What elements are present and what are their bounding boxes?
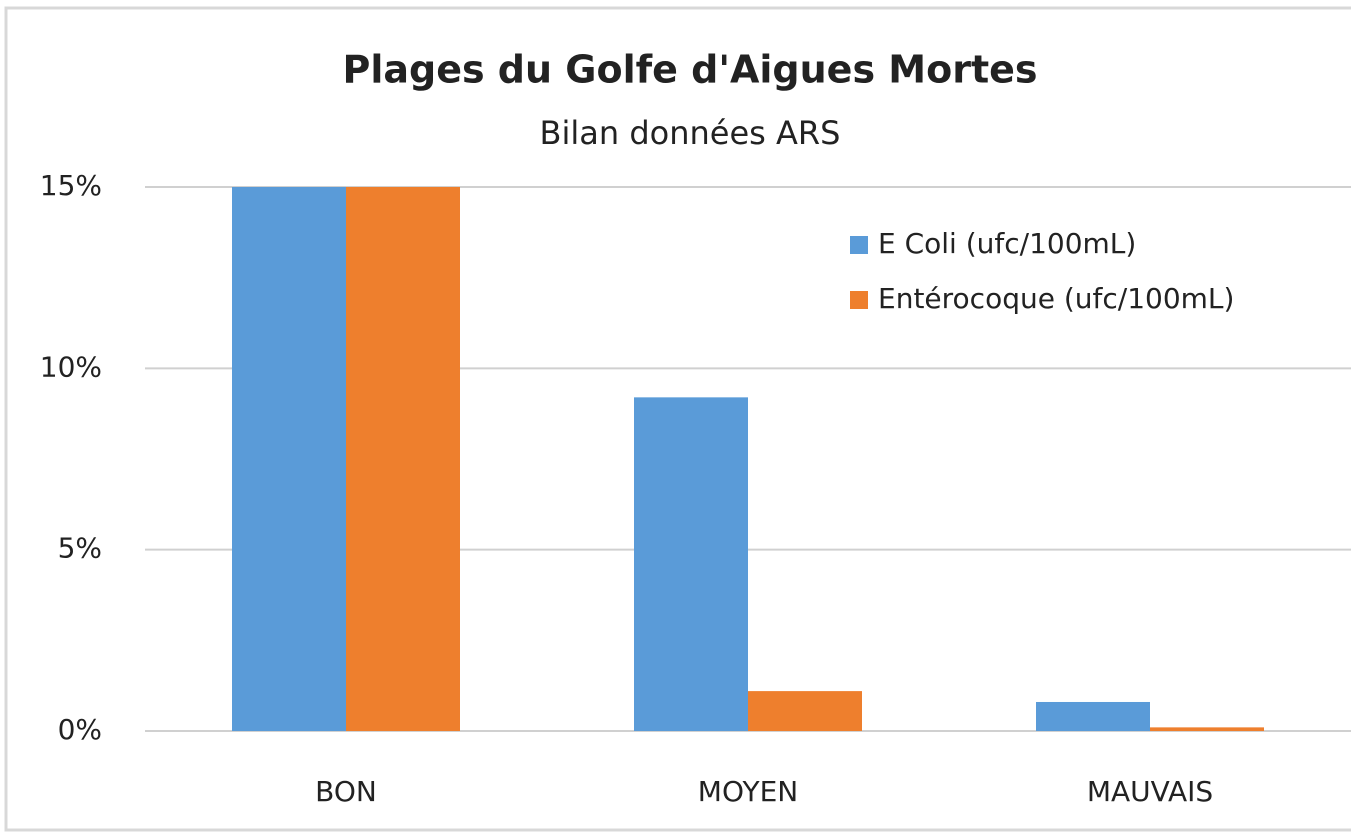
x-tick-label: MOYEN — [698, 775, 798, 808]
bar — [346, 187, 460, 731]
legend-swatch — [850, 236, 868, 254]
y-tick-label: 10% — [40, 350, 102, 383]
y-tick-label: 0% — [58, 713, 102, 746]
y-tick-label: 5% — [58, 532, 102, 565]
bar — [634, 397, 748, 731]
chart-title: Plages du Golfe d'Aigues Mortes — [342, 48, 1037, 92]
bar — [748, 691, 862, 731]
y-tick-label: 15% — [40, 169, 102, 202]
x-tick-label: MAUVAIS — [1087, 775, 1213, 808]
bar — [1150, 727, 1264, 731]
chart-subtitle: Bilan données ARS — [540, 114, 841, 152]
bar — [1036, 701, 1150, 731]
legend-swatch — [850, 291, 868, 309]
legend-label: E Coli (ufc/100mL) — [878, 227, 1136, 260]
bar — [232, 187, 346, 731]
x-tick-label: BON — [315, 775, 377, 808]
legend-label: Entérocoque (ufc/100mL) — [878, 282, 1234, 315]
